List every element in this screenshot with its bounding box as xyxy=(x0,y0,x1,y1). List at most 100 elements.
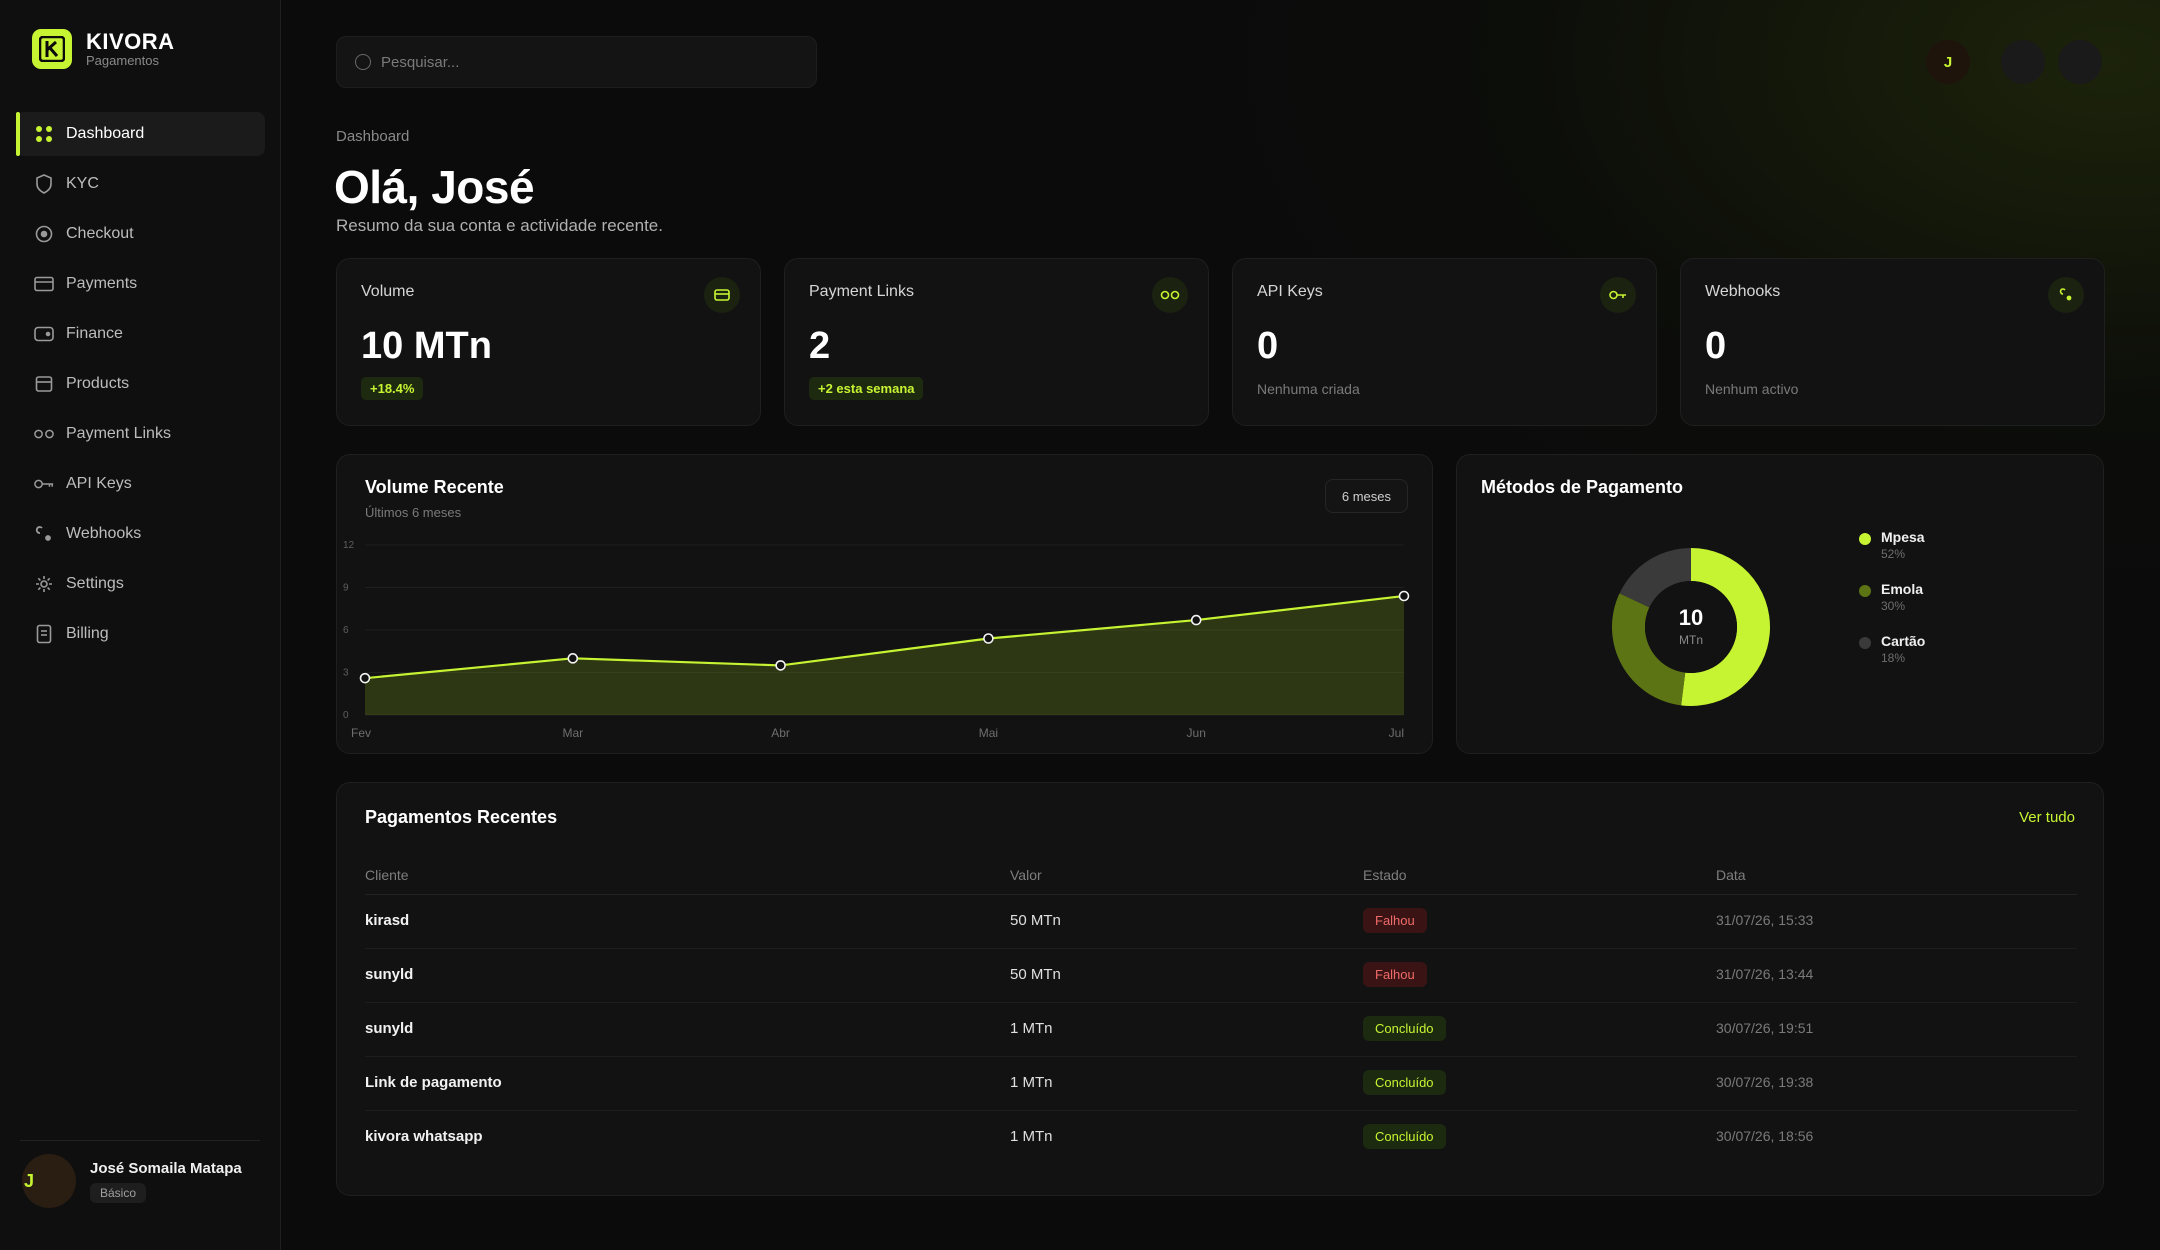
legend-pct: 52% xyxy=(1881,547,1906,561)
table-row[interactable]: kirasd 50 MTn Falhou 31/07/26, 15:33 xyxy=(365,895,2077,949)
x-tick-label: Jul xyxy=(1389,726,1404,740)
volume-chart: 0 3 6 9 12 Fev Mar Abr Mai Jun Jul xyxy=(343,540,1410,740)
cell-date: 30/07/26, 19:38 xyxy=(1716,1074,1814,1090)
webhook-icon xyxy=(34,524,54,544)
wallet-icon xyxy=(34,324,54,344)
sidebar-nav: Dashboard KYC Checkout Payments Finance xyxy=(16,112,265,662)
stat-note: Nenhum activo xyxy=(1705,381,1799,397)
series-line xyxy=(364,594,1405,680)
status-badge: Concluído xyxy=(1363,1070,1446,1095)
stat-value: 0 xyxy=(1257,325,1279,367)
cell-value: 50 MTn xyxy=(1010,966,1061,983)
y-tick-label: 3 xyxy=(343,668,349,679)
sidebar-divider xyxy=(20,1140,260,1141)
legend-dot xyxy=(1859,585,1871,597)
search-bar[interactable] xyxy=(336,36,817,88)
table-row[interactable]: Link de pagamento 1 MTn Concluído 30/07/… xyxy=(365,1057,2077,1111)
chart-subtitle: Últimos 6 meses xyxy=(365,505,462,520)
stat-card-api-keys: API Keys 0 Nenhuma criada xyxy=(1232,258,1657,426)
table-row[interactable]: kivora whatsapp 1 MTn Concluído 30/07/26… xyxy=(365,1111,2077,1165)
table-row[interactable]: sunyld 50 MTn Falhou 31/07/26, 13:44 xyxy=(365,949,2077,1003)
top-avatar[interactable]: J xyxy=(1926,40,1970,84)
user-name: José Somaila Matapa xyxy=(90,1159,242,1177)
data-point xyxy=(1190,614,1202,626)
cell-client: Link de pagamento xyxy=(365,1074,502,1091)
payment-methods-donut xyxy=(1612,548,1770,706)
key-icon xyxy=(34,474,54,494)
range-selector-button[interactable]: 6 meses xyxy=(1324,479,1408,513)
stat-value: 2 xyxy=(809,325,831,367)
notifications-button[interactable] xyxy=(2001,40,2045,84)
sidebar: KIVORA Pagamentos Dashboard KYC Checkout xyxy=(0,0,281,1250)
x-tick-label: Fev xyxy=(351,726,371,740)
key-icon xyxy=(1600,277,1636,313)
stat-card-webhooks: Webhooks 0 Nenhum activo xyxy=(1680,258,2105,426)
stat-card-payment-links: Payment Links 2 +2 esta semana xyxy=(784,258,1209,426)
table-row[interactable]: sunyld 1 MTn Concluído 30/07/26, 19:51 xyxy=(365,1003,2077,1057)
recent-payments-card: Pagamentos Recentes Ver tudo Cliente Val… xyxy=(336,782,2104,1196)
status-badge: Falhou xyxy=(1363,962,1427,987)
cell-value: 50 MTn xyxy=(1010,912,1061,929)
status-badge: Concluído xyxy=(1363,1016,1446,1041)
dashboard-grid-icon xyxy=(34,124,54,144)
brand-name: KIVORA xyxy=(86,28,175,54)
sidebar-item-label: Billing xyxy=(66,625,109,642)
sidebar-item-settings[interactable]: Settings xyxy=(16,562,265,606)
sidebar-item-products[interactable]: Products xyxy=(16,362,265,406)
search-icon xyxy=(355,54,371,70)
sidebar-item-dashboard[interactable]: Dashboard xyxy=(16,112,265,156)
kivora-logo-icon xyxy=(32,29,72,69)
theme-toggle-button[interactable] xyxy=(2058,40,2102,84)
legend-item-cartao: Cartão 18% xyxy=(1859,633,1925,665)
search-input[interactable] xyxy=(381,53,781,71)
donut-slice-emola xyxy=(1612,593,1686,706)
breadcrumb[interactable]: Dashboard xyxy=(336,128,410,145)
gear-icon xyxy=(34,574,54,594)
donut-slice-cartão xyxy=(1619,548,1691,608)
y-tick-label: 9 xyxy=(343,583,349,594)
avatar: J xyxy=(22,1154,76,1208)
data-point xyxy=(567,653,579,664)
chart-title: Volume Recente xyxy=(365,477,504,497)
cell-client: sunyld xyxy=(365,966,414,983)
data-point xyxy=(775,660,786,671)
sidebar-item-billing[interactable]: Billing xyxy=(16,612,265,656)
brand[interactable]: KIVORA Pagamentos xyxy=(32,29,175,69)
user-card[interactable]: J José Somaila Matapa Básico xyxy=(22,1154,242,1208)
y-tick-label: 12 xyxy=(343,540,355,551)
card-icon xyxy=(704,277,740,313)
legend-pct: 18% xyxy=(1881,651,1906,665)
data-point xyxy=(983,633,994,644)
see-all-link[interactable]: Ver tudo xyxy=(2019,809,2075,826)
stat-card-volume: Volume 10 MTn +18.4% xyxy=(336,258,761,426)
cell-client: sunyld xyxy=(365,1020,414,1037)
sidebar-item-label: Finance xyxy=(66,325,123,342)
donut-center-unit: MTn xyxy=(1679,633,1703,647)
sidebar-item-finance[interactable]: Finance xyxy=(16,312,265,356)
link-icon xyxy=(34,424,54,444)
legend-name: Emola xyxy=(1881,581,1924,597)
sidebar-item-payment-links[interactable]: Payment Links xyxy=(16,412,265,456)
cell-value: 1 MTn xyxy=(1010,1074,1053,1091)
sidebar-item-label: KYC xyxy=(66,175,99,192)
status-badge: Falhou xyxy=(1363,908,1427,933)
stat-label: Webhooks xyxy=(1705,283,1781,300)
y-tick-label: 0 xyxy=(343,710,349,721)
column-header-client: Cliente xyxy=(365,867,409,883)
sidebar-item-webhooks[interactable]: Webhooks xyxy=(16,512,265,556)
shield-icon xyxy=(34,174,54,194)
x-tick-label: Jun xyxy=(1187,726,1206,740)
donut-slice-mpesa xyxy=(1681,548,1770,706)
user-plan-badge: Básico xyxy=(90,1182,147,1203)
stat-label: Payment Links xyxy=(809,283,914,300)
stat-badge: +2 esta semana xyxy=(809,377,924,400)
sidebar-item-payments[interactable]: Payments xyxy=(16,262,265,306)
sidebar-item-label: Checkout xyxy=(66,225,134,242)
sidebar-item-label: Payments xyxy=(66,275,138,292)
stat-note: Nenhuma criada xyxy=(1257,381,1360,397)
sidebar-item-api-keys[interactable]: API Keys xyxy=(16,462,265,506)
checkout-circle-icon xyxy=(34,224,54,244)
column-header-status: Estado xyxy=(1363,867,1407,883)
sidebar-item-checkout[interactable]: Checkout xyxy=(16,212,265,256)
sidebar-item-kyc[interactable]: KYC xyxy=(16,162,265,206)
